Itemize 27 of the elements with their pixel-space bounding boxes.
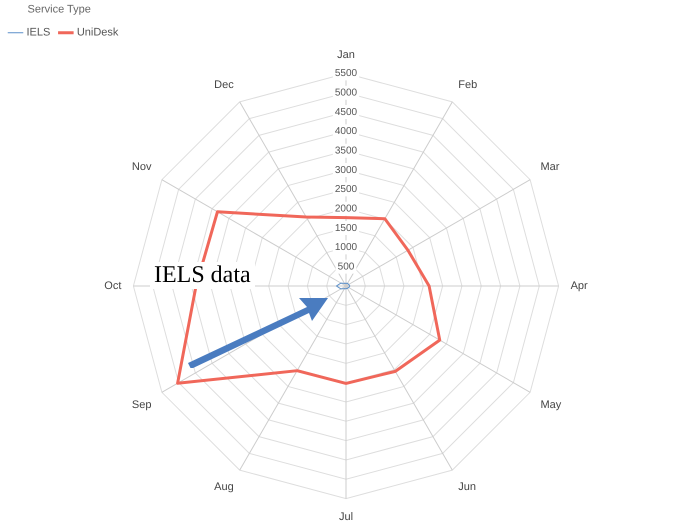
spoke-label: Mar	[540, 161, 560, 174]
y-tick-label: 4500	[334, 106, 358, 118]
y-tick-label: 4000	[334, 126, 358, 138]
y-tick-label: 3500	[334, 145, 358, 156]
y-tick-label: 500	[338, 261, 355, 272]
spoke-label: Jun	[458, 481, 476, 494]
y-tick-label: 2000	[334, 203, 358, 214]
spoke-label: Jul	[338, 511, 354, 524]
spoke-label: Feb	[458, 78, 478, 91]
spoke-label: Apr	[570, 280, 588, 292]
spoke-label: Oct	[104, 280, 122, 292]
y-tick-label: 1500	[334, 222, 358, 234]
spoke-label: Jan	[337, 48, 355, 61]
y-tick-label: 3000	[334, 164, 358, 176]
text: IELS data	[150, 262, 255, 289]
legend-label: UniDesk	[76, 26, 119, 39]
y-tick-label: 5500	[334, 68, 358, 80]
y-tick-label: 2500	[334, 184, 358, 196]
spoke-label: Nov	[132, 161, 152, 174]
legend-label: IELS	[26, 26, 50, 39]
spoke-label: May	[540, 398, 562, 411]
y-tick-label: 1000	[334, 242, 358, 254]
spoke-label: Sep	[132, 398, 152, 411]
spoke-label: Dec	[214, 78, 234, 91]
spoke-label: Aug	[214, 481, 234, 494]
y-tick-label: 5000	[334, 87, 358, 98]
legend-title: Service Type	[28, 4, 91, 16]
